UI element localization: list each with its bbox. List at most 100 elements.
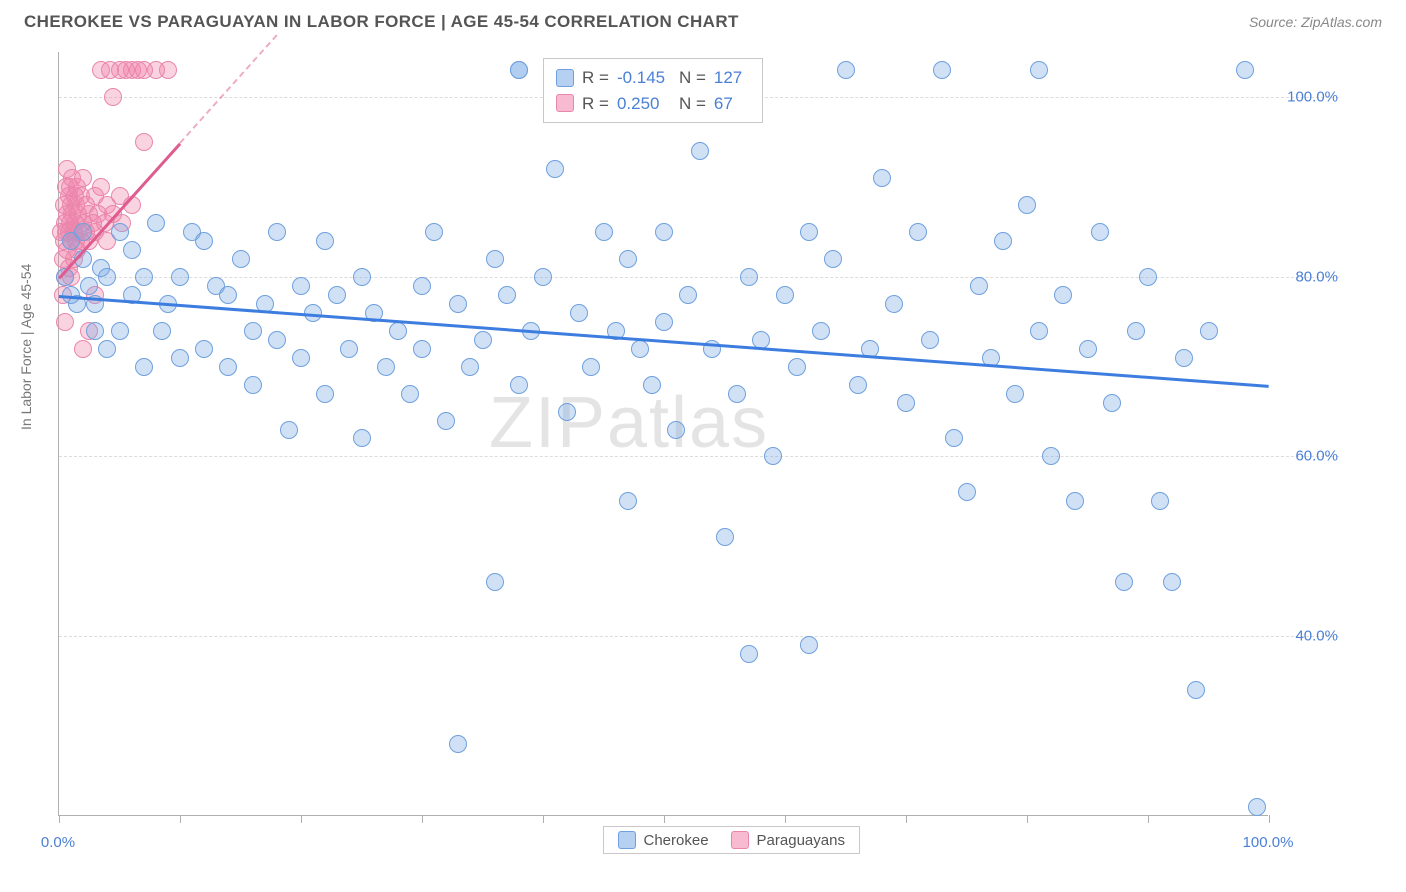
x-tick-label: 100.0%	[1243, 834, 1294, 851]
scatter-point	[885, 295, 903, 313]
scatter-point	[1236, 61, 1254, 79]
scatter-point	[1151, 492, 1169, 510]
scatter-point	[401, 385, 419, 403]
scatter-point	[56, 313, 74, 331]
scatter-point	[268, 223, 286, 241]
scatter-point	[1139, 268, 1157, 286]
scatter-point	[486, 250, 504, 268]
gridline	[59, 636, 1339, 637]
scatter-point	[728, 385, 746, 403]
legend-item: Paraguayans	[731, 831, 845, 849]
scatter-point	[800, 223, 818, 241]
scatter-point	[437, 412, 455, 430]
scatter-point	[153, 322, 171, 340]
scatter-point	[486, 573, 504, 591]
scatter-point	[1103, 394, 1121, 412]
y-tick-label: 100.0%	[1278, 88, 1338, 105]
scatter-point	[111, 223, 129, 241]
scatter-point	[353, 268, 371, 286]
gridline	[59, 456, 1339, 457]
scatter-point	[1091, 223, 1109, 241]
stats-r-value: -0.145	[617, 65, 671, 91]
scatter-point	[909, 223, 927, 241]
legend-swatch	[731, 831, 749, 849]
scatter-point	[970, 277, 988, 295]
legend-label: Cherokee	[644, 832, 709, 849]
legend-item: Cherokee	[618, 831, 709, 849]
stats-r-value: 0.250	[617, 91, 671, 117]
scatter-point	[945, 429, 963, 447]
scatter-point	[219, 358, 237, 376]
x-tick	[422, 815, 423, 823]
x-tick	[1269, 815, 1270, 823]
stats-row: R =0.250N =67	[556, 91, 750, 117]
scatter-point	[582, 358, 600, 376]
scatter-point	[316, 385, 334, 403]
scatter-point	[135, 358, 153, 376]
scatter-point	[195, 340, 213, 358]
scatter-point	[534, 268, 552, 286]
x-tick	[180, 815, 181, 823]
scatter-point	[74, 223, 92, 241]
stats-r-label: R =	[582, 91, 609, 117]
x-tick	[1027, 815, 1028, 823]
scatter-point	[86, 322, 104, 340]
scatter-point	[449, 295, 467, 313]
x-tick	[906, 815, 907, 823]
scatter-point	[292, 349, 310, 367]
scatter-point	[1248, 798, 1266, 816]
scatter-point	[619, 250, 637, 268]
legend-swatch	[618, 831, 636, 849]
scatter-point	[98, 268, 116, 286]
scatter-point	[897, 394, 915, 412]
stats-row: R =-0.145N =127	[556, 65, 750, 91]
scatter-point	[776, 286, 794, 304]
scatter-point	[595, 223, 613, 241]
y-tick-label: 60.0%	[1278, 448, 1338, 465]
y-tick-label: 80.0%	[1278, 268, 1338, 285]
scatter-point	[425, 223, 443, 241]
scatter-point	[510, 376, 528, 394]
stats-n-value: 127	[714, 65, 750, 91]
scatter-point	[377, 358, 395, 376]
stats-n-label: N =	[679, 65, 706, 91]
scatter-point	[1127, 322, 1145, 340]
x-tick	[543, 815, 544, 823]
scatter-point	[232, 250, 250, 268]
scatter-point	[80, 277, 98, 295]
scatter-point	[1018, 196, 1036, 214]
scatter-point	[1030, 322, 1048, 340]
scatter-point	[74, 169, 92, 187]
scatter-point	[679, 286, 697, 304]
bottom-legend: Cherokee Paraguayans	[603, 826, 860, 854]
scatter-point	[1187, 681, 1205, 699]
scatter-point	[788, 358, 806, 376]
y-axis-label: In Labor Force | Age 45-54	[18, 264, 34, 430]
stats-box: R =-0.145N =127R =0.250N =67	[543, 58, 763, 123]
scatter-point	[812, 322, 830, 340]
scatter-point	[558, 403, 576, 421]
scatter-point	[1115, 573, 1133, 591]
scatter-point	[1079, 340, 1097, 358]
scatter-point	[316, 232, 334, 250]
scatter-point	[1163, 573, 1181, 591]
scatter-point	[135, 133, 153, 151]
scatter-point	[570, 304, 588, 322]
scatter-point	[824, 250, 842, 268]
scatter-point	[498, 286, 516, 304]
scatter-point	[1006, 385, 1024, 403]
scatter-point	[631, 340, 649, 358]
scatter-point	[449, 735, 467, 753]
plot-area: ZIPatlas 40.0%60.0%80.0%100.0%R =-0.145N…	[58, 52, 1268, 816]
scatter-point	[1175, 349, 1193, 367]
scatter-point	[353, 429, 371, 447]
scatter-point	[933, 61, 951, 79]
scatter-point	[135, 268, 153, 286]
scatter-point	[123, 241, 141, 259]
scatter-point	[740, 268, 758, 286]
scatter-point	[1030, 61, 1048, 79]
scatter-point	[98, 340, 116, 358]
scatter-point	[1066, 492, 1084, 510]
scatter-point	[849, 376, 867, 394]
scatter-point	[268, 331, 286, 349]
